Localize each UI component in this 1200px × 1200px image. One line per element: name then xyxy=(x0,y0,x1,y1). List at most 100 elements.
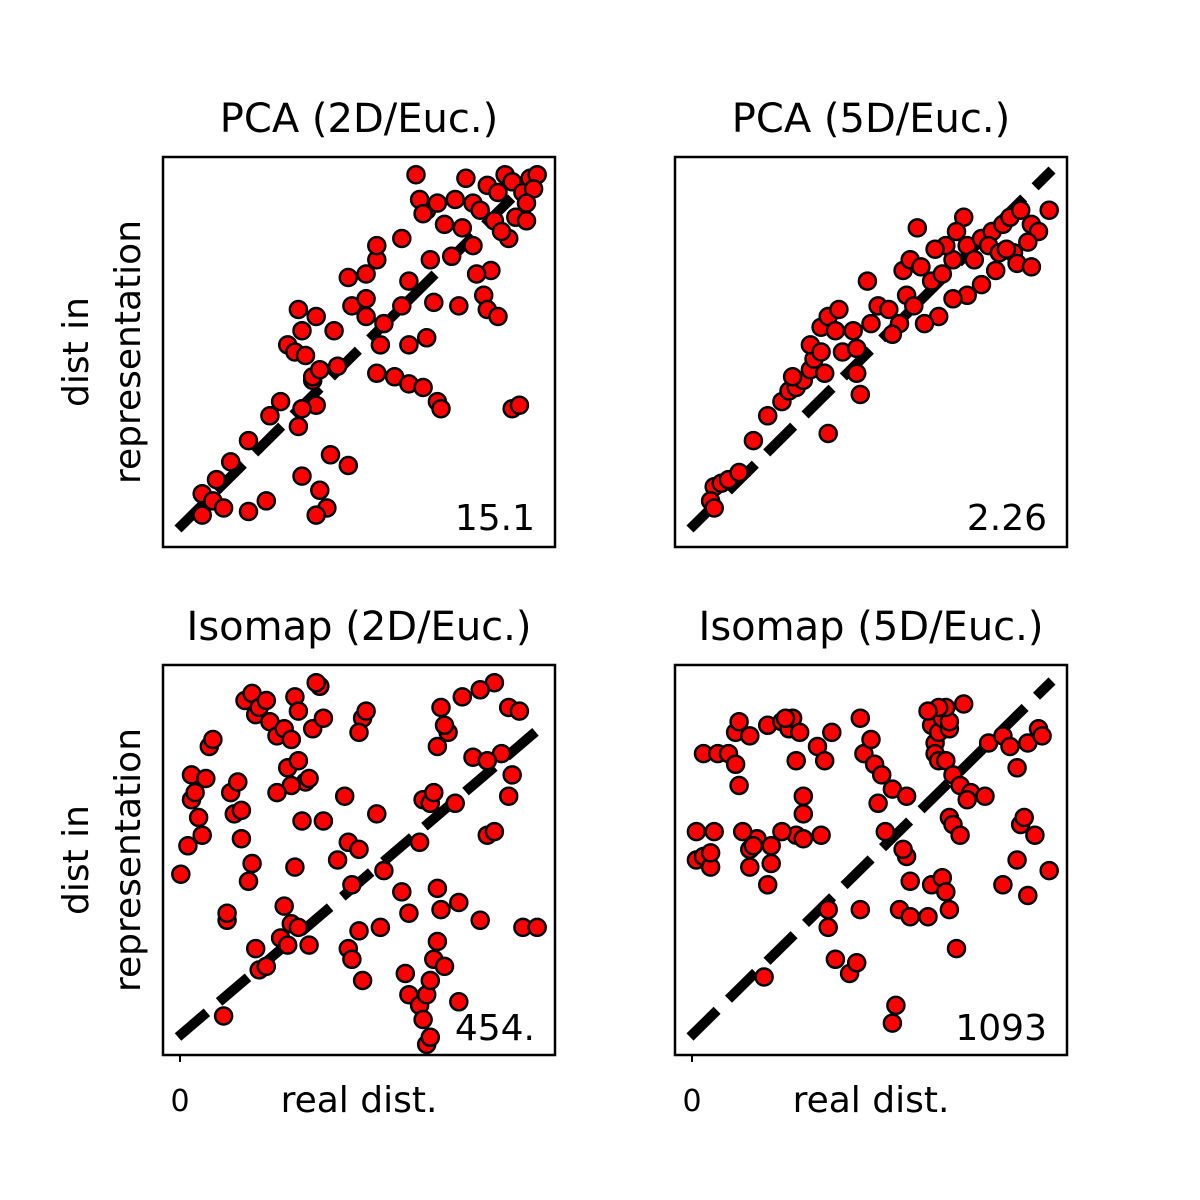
scatter-point-77 xyxy=(427,931,448,952)
scatter-point-38 xyxy=(911,257,931,277)
scatter-point-79 xyxy=(413,203,433,224)
scatter-point-100 xyxy=(886,995,906,1016)
scatter-point-62 xyxy=(445,189,465,210)
scatter-point-50 xyxy=(306,672,326,693)
scatter-point-60 xyxy=(342,949,362,970)
scatter-point-26 xyxy=(306,306,326,327)
scatter-point-15 xyxy=(320,445,341,465)
scatter-point-15 xyxy=(228,772,248,792)
scatter-point-68 xyxy=(392,882,412,902)
scatter-point-4 xyxy=(700,843,721,863)
scatter-point-66 xyxy=(964,250,985,270)
scatter-point-4 xyxy=(192,505,212,525)
scatter-point-34 xyxy=(757,875,778,895)
scatter-point-41 xyxy=(825,949,846,970)
scatter-point-56 xyxy=(868,793,888,814)
scatter-point-17 xyxy=(231,828,252,849)
scatter-point-73 xyxy=(918,701,938,721)
scatter-point-12 xyxy=(217,903,237,923)
scatter-point-80 xyxy=(392,228,412,249)
scatter-point-19 xyxy=(761,853,781,874)
scatter-point-42 xyxy=(413,377,433,398)
scatter-point-108 xyxy=(434,956,455,977)
scatter-point-65 xyxy=(488,182,508,203)
scatter-point-10 xyxy=(270,391,291,412)
scatter-point-75 xyxy=(420,970,441,991)
scatter-point-20 xyxy=(245,938,266,959)
scatter-point-22 xyxy=(292,320,312,341)
scatter-point-6 xyxy=(192,825,212,845)
scatter-point-98 xyxy=(1039,860,1059,881)
scatter-point-5 xyxy=(238,501,259,522)
scatter-point-51 xyxy=(313,708,334,728)
scatter-point-52 xyxy=(463,235,483,256)
scatter-point-35 xyxy=(857,271,878,291)
scatter-point-25 xyxy=(775,708,796,728)
scatter-point-45 xyxy=(277,935,298,955)
scatter-point-40 xyxy=(292,811,312,831)
scatter-point-6 xyxy=(743,430,764,451)
scatter-point-68 xyxy=(946,221,967,242)
scatter-point-28 xyxy=(793,804,814,824)
scatter-point-90 xyxy=(449,892,469,913)
scatter-point-49 xyxy=(871,765,892,785)
scatter-point-9 xyxy=(260,406,280,426)
scatter-point-37 xyxy=(267,782,287,803)
scatter-point-91 xyxy=(470,910,490,931)
scatter-point-14 xyxy=(292,466,312,486)
x-tick-label: 0 xyxy=(682,1084,701,1119)
scatter-point-77 xyxy=(406,164,426,185)
scatter-points xyxy=(192,164,547,525)
scatter-point-5 xyxy=(188,807,209,828)
scatter-point-86 xyxy=(445,793,465,814)
y-axis-label: dist in representation xyxy=(56,728,149,992)
scatter-point-24 xyxy=(789,722,810,743)
scatter-point-99 xyxy=(470,680,490,700)
scatter-point-81 xyxy=(399,271,419,291)
scatter-point-67 xyxy=(370,917,391,938)
scatter-point-36 xyxy=(754,967,774,987)
scatter-point-103 xyxy=(509,701,530,721)
scatter-point-83 xyxy=(449,296,469,316)
scatter-point-84 xyxy=(466,264,487,284)
scatter-point-82 xyxy=(950,825,970,845)
panel-pca-5d: PCA (5D/Euc.) 2.26 xyxy=(673,96,1069,549)
scatter-point-36 xyxy=(356,264,376,284)
scatter-point-47 xyxy=(399,335,419,355)
scatter-point-40 xyxy=(818,917,838,938)
scatter-point-54 xyxy=(893,839,913,860)
scatter-point-44 xyxy=(850,708,871,728)
scatter-point-44 xyxy=(431,398,451,419)
scatter-point-2 xyxy=(213,498,234,518)
scatter-point-5 xyxy=(729,462,749,483)
scatter-point-53 xyxy=(327,850,348,870)
scatter-point-83 xyxy=(957,789,977,810)
score-label: 15.1 xyxy=(455,498,535,539)
scatter-point-107 xyxy=(420,1027,441,1048)
scatter-point-9 xyxy=(725,754,746,775)
scatter-point-4 xyxy=(704,498,724,518)
scatter-point-66 xyxy=(374,860,394,881)
scatter-point-28 xyxy=(904,296,924,316)
panel-title: PCA (5D/Euc.) xyxy=(732,96,1010,142)
scatter-point-22 xyxy=(846,338,867,359)
scatter-point-31 xyxy=(846,363,867,384)
scatter-point-32 xyxy=(356,306,376,327)
scatter-point-58 xyxy=(914,313,935,334)
scatter-point-38 xyxy=(811,825,831,845)
scatter-point-51 xyxy=(896,786,917,806)
scatter-point-95 xyxy=(1007,850,1027,870)
scatter-point-63 xyxy=(356,701,376,721)
scatter-point-21 xyxy=(811,342,831,362)
scatter-point-16 xyxy=(338,455,359,476)
scatter-point-23 xyxy=(843,320,863,341)
scatter-point-51 xyxy=(1018,232,1038,252)
scatter-point-60 xyxy=(427,193,448,213)
scatter-point-82 xyxy=(424,292,444,313)
scatter-points xyxy=(700,200,1059,518)
scatter-point-33 xyxy=(818,423,838,444)
scatter-point-100 xyxy=(452,687,473,707)
scatter-point-64 xyxy=(907,218,928,238)
scatter-point-57 xyxy=(342,875,362,895)
y-axis-label-line1: dist in xyxy=(56,297,97,407)
